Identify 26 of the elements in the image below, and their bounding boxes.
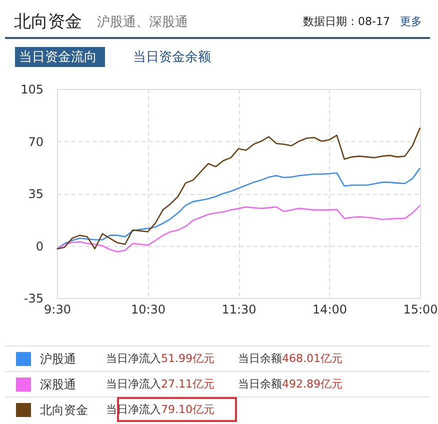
line-series — [56, 127, 421, 250]
legend-label: 深股通 — [40, 378, 76, 392]
y-tick-label: 70 — [28, 134, 44, 149]
text: 数据日期：08-17 — [303, 15, 390, 28]
y-tick-label: -35 — [24, 292, 44, 306]
x-tick-label: 10:30 — [130, 302, 166, 316]
legend-label: 北向资金 — [40, 403, 88, 417]
line-series — [56, 204, 421, 252]
text: 当日净流入27.11亿元 — [106, 378, 214, 390]
text: 当日余额492.89亿元 — [238, 378, 342, 390]
y-tick-label: 35 — [28, 187, 44, 201]
text: 当日净流入51.99亿元 — [106, 352, 214, 365]
x-tick-label: 14:00 — [312, 302, 348, 316]
y-tick-label: 105 — [20, 82, 44, 96]
text: 当日资金流向 — [19, 49, 97, 65]
x-tick-label: 15:00 — [403, 302, 438, 316]
y-tick-label: 0 — [36, 239, 44, 254]
chart-title: 北向资金 — [14, 12, 82, 32]
x-tick-label: 11:30 — [222, 302, 256, 316]
text: 当日资金余额 — [133, 50, 211, 65]
chart-subtitle: 沪股通、深股通 — [97, 14, 188, 30]
text: 更多 — [400, 15, 422, 28]
text: 当日余额468.01亿元 — [238, 352, 342, 365]
legend-label: 沪股通 — [40, 352, 76, 366]
x-tick-label: 9:30 — [44, 302, 71, 316]
line-series — [56, 167, 421, 250]
